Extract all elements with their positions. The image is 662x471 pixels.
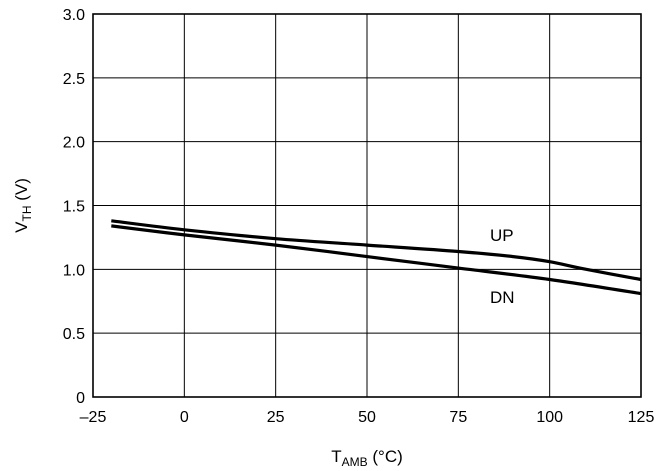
series-line-up — [111, 219, 642, 282]
x-axis-label-main: T — [331, 447, 341, 466]
x-tick-label: 25 — [267, 409, 285, 426]
series-label-dn: DN — [490, 288, 515, 307]
y-tick-label: 1.0 — [63, 262, 85, 279]
tick-labels: –25 0 25 50 75 100 125 0 0.5 1.0 1.5 2.0 2.5 3.0 — [63, 7, 655, 426]
x-tick-label: –25 — [80, 409, 107, 426]
data-series — [111, 219, 642, 296]
x-axis-label: TAMB (°C) — [331, 447, 403, 469]
y-tick-label: 2.5 — [63, 71, 85, 88]
grid-lines — [93, 14, 641, 397]
x-tick-label: 50 — [358, 409, 376, 426]
x-tick-label: 100 — [536, 409, 563, 426]
y-axis-label-main: V — [12, 221, 31, 233]
y-tick-label: 1.5 — [63, 199, 85, 216]
y-tick-label: 0 — [76, 390, 85, 407]
x-tick-label: 0 — [180, 409, 189, 426]
y-tick-label: 3.0 — [63, 7, 85, 24]
x-tick-label: 125 — [628, 409, 655, 426]
plot-frame — [92, 13, 642, 398]
series-label-up: UP — [490, 226, 514, 245]
y-tick-label: 0.5 — [63, 326, 85, 343]
y-axis-label: VTH (V) — [12, 178, 34, 233]
x-axis-label-unit: (°C) — [368, 447, 403, 466]
series-line-dn — [111, 224, 642, 296]
x-axis-label-sub: AMB — [342, 455, 368, 469]
x-tick-label: 75 — [449, 409, 467, 426]
y-axis-label-unit: (V) — [12, 178, 31, 205]
y-axis-label-sub: TH — [20, 206, 34, 222]
y-tick-label: 2.0 — [63, 135, 85, 152]
